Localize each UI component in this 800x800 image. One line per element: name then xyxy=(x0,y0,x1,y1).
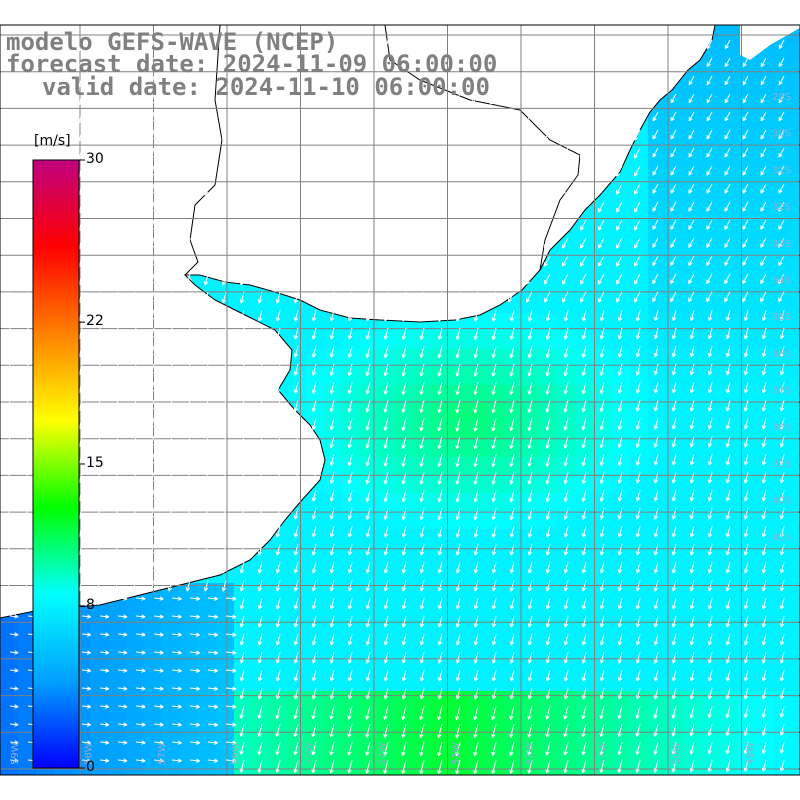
colorbar-tick-label: 22 xyxy=(86,313,104,330)
colorbar-ticks xyxy=(79,159,85,769)
lat-label: 37S xyxy=(772,386,791,397)
forecast-date: forecast date: 2024-11-09 06:00:00 xyxy=(6,50,498,78)
lon-label: 51W xyxy=(598,742,609,765)
lon-label: 49W xyxy=(745,742,756,765)
lat-label: 30S xyxy=(772,129,791,140)
valid-date: valid date: 2024-11-10 06:00:00 xyxy=(42,73,490,101)
colorbar xyxy=(32,159,80,769)
lat-label: 41S xyxy=(772,532,791,543)
lat-label: 32S xyxy=(772,202,791,213)
colorbar-unit: [m/s] xyxy=(34,133,71,149)
lon-label: 55W xyxy=(304,742,315,765)
lat-label: 36S xyxy=(772,349,791,360)
model-title: modelo GEFS-WAVE (NCEP) xyxy=(6,28,339,56)
lat-label: 33S xyxy=(772,239,791,250)
lon-label: 58W xyxy=(84,742,95,765)
lon-label: 50W xyxy=(672,742,683,765)
lat-label: 34S xyxy=(772,276,791,287)
lon-label: 54W xyxy=(378,742,389,765)
lat-label: 38S xyxy=(772,422,791,433)
grid-labels: 29S 30S 31S 32S 33S 34S 35S 36S 37S 38S 39S 40S 41S 5… xyxy=(10,92,791,765)
colorbar-tick-label: 8 xyxy=(86,596,95,613)
colorbar-tick-label: 15 xyxy=(86,455,104,471)
lat-label: 35S xyxy=(772,312,791,323)
lat-label: 31S xyxy=(772,165,791,176)
lon-label: 52W xyxy=(525,742,536,765)
lon-label: 57W xyxy=(157,742,168,765)
lon-label: 56W xyxy=(231,742,242,765)
lat-label: 39S xyxy=(772,459,791,470)
graticule xyxy=(0,24,800,776)
lat-label: 40S xyxy=(772,496,791,507)
colorbar-tick-label: 0 xyxy=(86,759,95,775)
lon-label: 53W xyxy=(451,742,462,765)
lon-label: 59W xyxy=(10,742,21,765)
colorbar-tick-label: 30 xyxy=(86,151,104,167)
lat-label: 29S xyxy=(772,92,791,103)
